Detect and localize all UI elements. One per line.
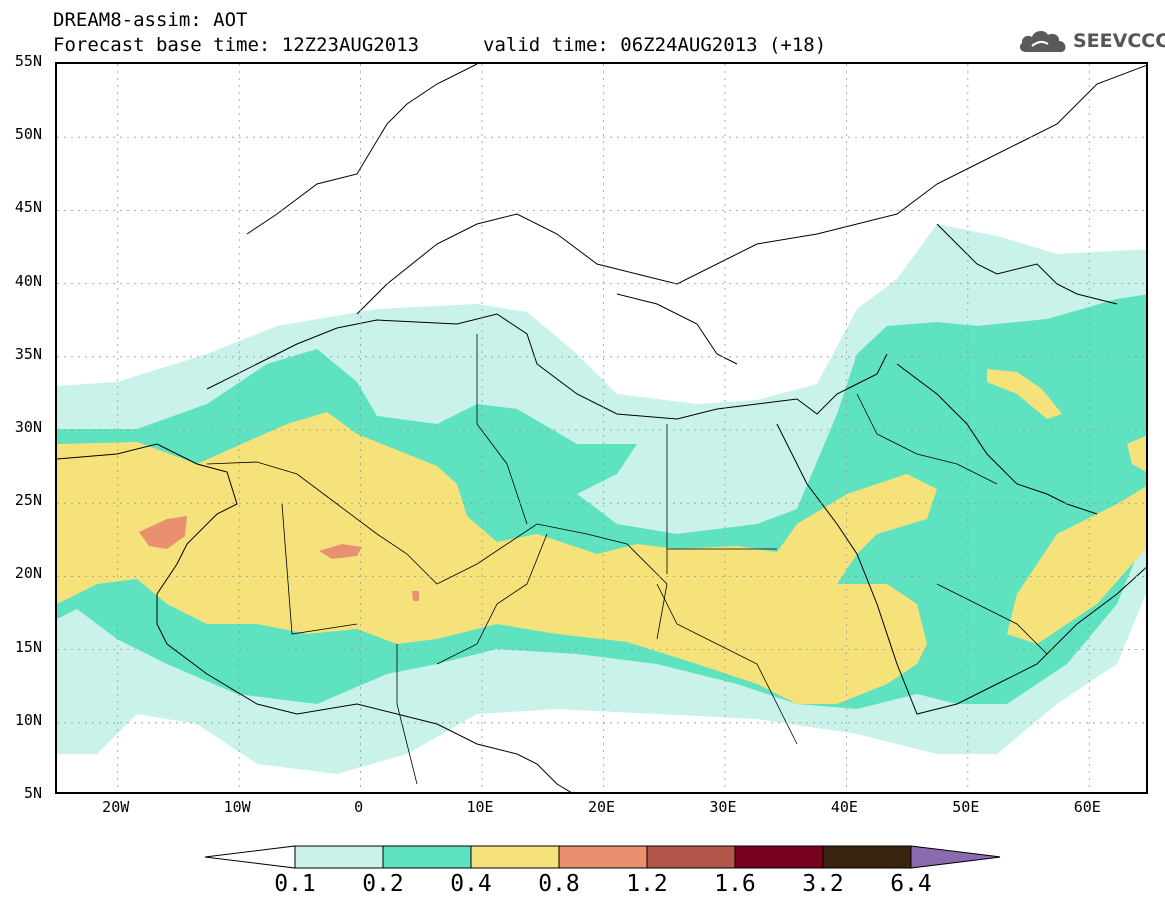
longitude-label: 60E <box>1073 798 1101 816</box>
aot-contour-0.8-b <box>319 544 362 559</box>
latitude-label: 40N <box>14 271 42 290</box>
seevccc-logo: SEEVCCC <box>1018 26 1165 56</box>
aot-contour-0.8-a <box>139 516 187 549</box>
coastlines <box>57 64 1146 792</box>
colorbar-label: 3.2 <box>802 871 844 897</box>
gridlines <box>57 64 1146 792</box>
map-area <box>55 62 1148 794</box>
colorbar-upper-extend <box>910 845 1000 869</box>
longitude-label: 20E <box>587 798 616 816</box>
colorbar-segment <box>822 845 912 869</box>
aot-contour-0.8-c <box>412 591 419 601</box>
colorbar-label: 0.2 <box>362 871 404 897</box>
latitude-label: 50N <box>14 125 42 144</box>
colorbar-segment <box>558 845 648 869</box>
latitude-label: 15N <box>14 637 42 656</box>
aot-contour-0.4-east <box>1007 486 1146 644</box>
colorbar-label: 0.1 <box>274 871 316 897</box>
latitude-label: 35N <box>14 344 42 363</box>
latitude-label: 5N <box>23 784 42 802</box>
longitude-label: 50E <box>952 798 980 816</box>
latitude-label: 45N <box>14 198 42 217</box>
colorbar-label: 1.6 <box>714 871 756 897</box>
colorbar-segment <box>646 845 736 869</box>
longitude-label: 20W <box>102 798 130 816</box>
aot-map <box>57 64 1146 792</box>
colorbar-label: 0.8 <box>538 871 580 897</box>
longitude-label: 40E <box>830 798 858 816</box>
colorbar-segment <box>734 845 824 869</box>
forecast-base-time: Forecast base time: 12Z23AUG2013 <box>53 34 420 56</box>
map-title: DREAM8-assim: AOT <box>53 9 248 31</box>
colorbar-label: 0.4 <box>450 871 492 897</box>
colorbar-segment <box>470 845 560 869</box>
longitude-label: 10W <box>223 798 251 816</box>
country-borders <box>206 334 1048 785</box>
valid-time: valid time: 06Z24AUG2013 (+18) <box>483 34 827 56</box>
aot-contour-0.4-iran <box>987 369 1062 419</box>
latitude-label: 10N <box>14 710 42 729</box>
colorbar-label: 6.4 <box>890 871 932 897</box>
longitude-label: 30E <box>709 798 737 816</box>
logo-text: SEEVCCC <box>1073 30 1165 52</box>
colorbar-lower-extend <box>205 845 296 869</box>
colorbar-segment <box>294 845 384 869</box>
cloud-icon <box>1019 31 1066 52</box>
longitude-label: 0 <box>354 798 364 816</box>
latitude-label: 55N <box>14 52 42 70</box>
latitude-label: 30N <box>14 418 42 436</box>
aot-contour-0.4-gulf <box>1127 435 1146 472</box>
longitude-label: 10E <box>466 798 494 816</box>
colorbar <box>205 845 1000 869</box>
latitude-label: 20N <box>14 564 42 583</box>
colorbar-label: 1.2 <box>626 871 668 897</box>
aot-contour-0.4 <box>57 412 937 704</box>
latitude-label: 25N <box>14 491 42 510</box>
colorbar-segment <box>382 845 472 869</box>
